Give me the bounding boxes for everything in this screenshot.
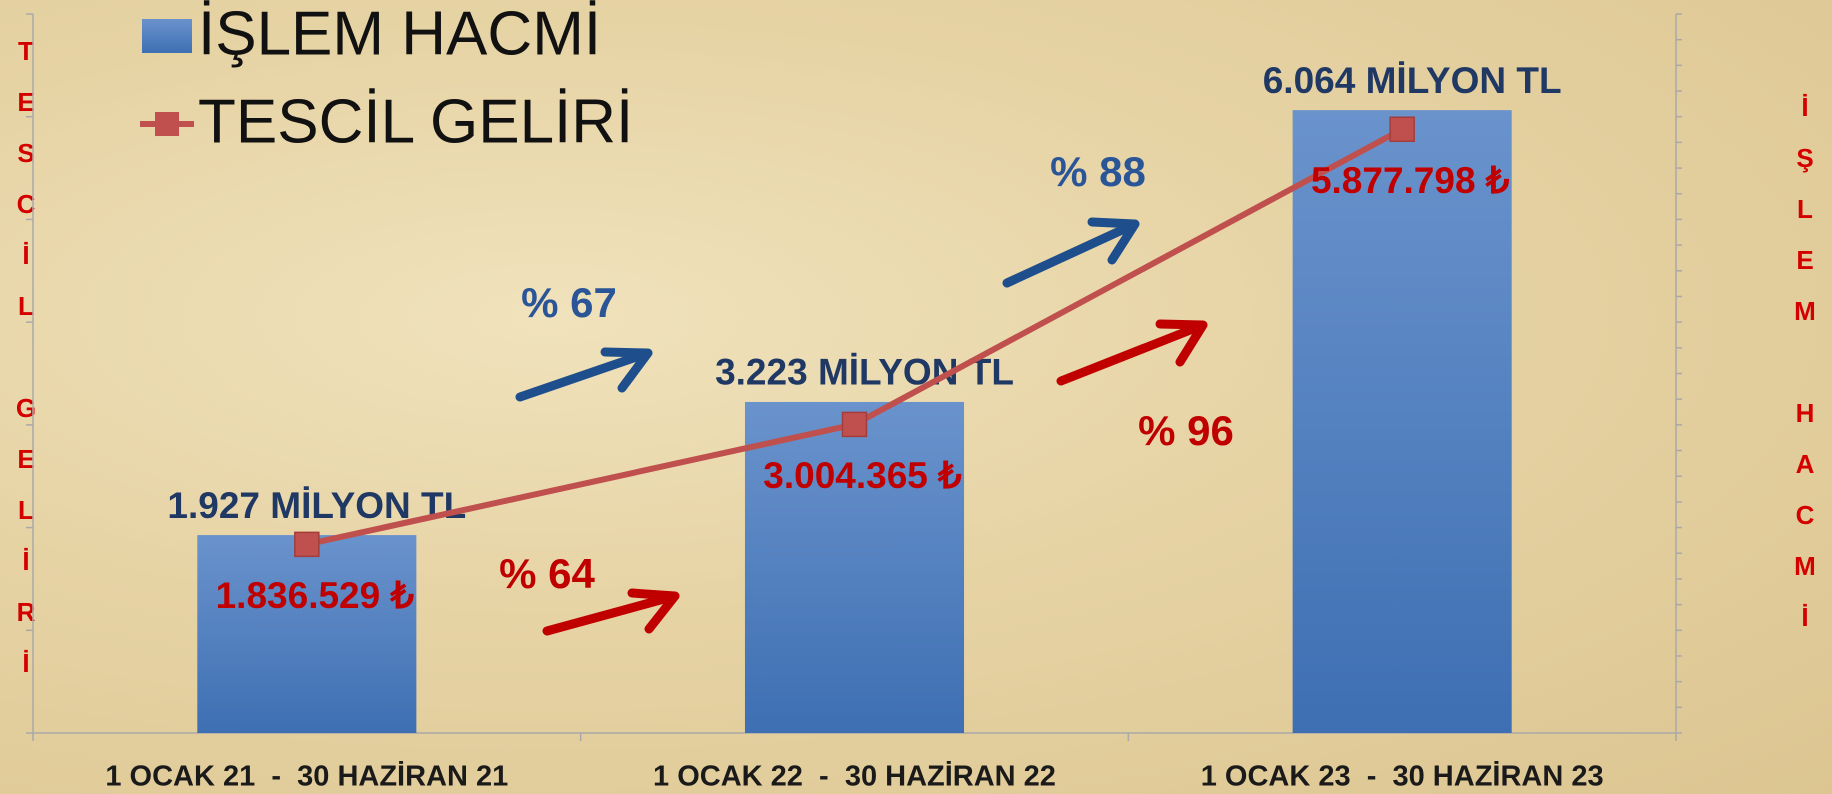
arrow — [1002, 217, 1140, 288]
y-axis-label: TESCİL GELİRİ — [11, 36, 41, 699]
arrow — [1056, 319, 1208, 386]
legend-label: TESCİL GELİRİ — [198, 87, 633, 156]
line-value-label: 3.004.365 ₺ — [763, 455, 962, 496]
bar — [197, 535, 417, 733]
annotation: % 88 — [1050, 148, 1146, 195]
y2-axis-label: İŞLEM HACMİ — [1790, 92, 1820, 653]
line-value-label: 5.877.798 ₺ — [1311, 160, 1510, 201]
bar — [744, 401, 965, 733]
line-marker — [294, 531, 320, 558]
bar — [1292, 110, 1512, 734]
line-marker — [841, 411, 868, 438]
x-tick-label: 1 OCAK 22 - 30 HAZİRAN 22 — [653, 761, 1056, 793]
arrow — [542, 588, 680, 636]
legend-swatch — [142, 19, 192, 53]
arrows — [515, 217, 1208, 636]
annotation: % 96 — [1138, 407, 1234, 454]
bar-value-label: 6.064 MİLYON TL — [1263, 60, 1562, 101]
x-tick-label: 1 OCAK 21 - 30 HAZİRAN 21 — [105, 761, 508, 793]
legend-swatch — [155, 112, 179, 136]
annotation: % 64 — [499, 550, 595, 597]
arrow — [515, 347, 653, 402]
line-value-label: 1.836.529 ₺ — [216, 575, 415, 616]
legend-label: İŞLEM HACMİ — [198, 0, 601, 68]
annotation: % 67 — [521, 279, 617, 326]
bar-value-label: 3.223 MİLYON TL — [715, 352, 1014, 393]
line-marker — [1389, 116, 1415, 143]
x-tick-label: 1 OCAK 23 - 30 HAZİRAN 23 — [1201, 761, 1604, 793]
